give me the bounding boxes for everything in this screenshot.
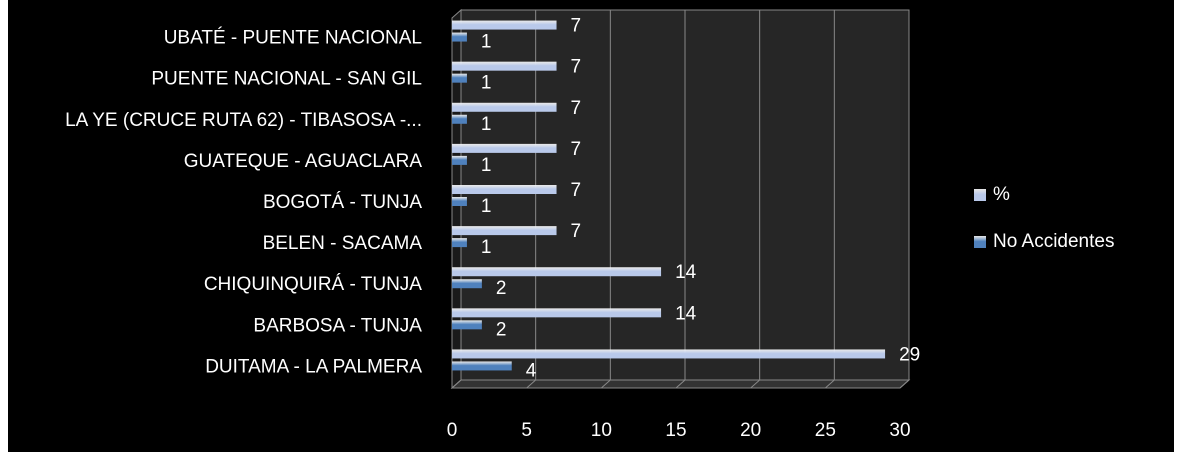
data-label: 7	[571, 139, 582, 160]
x-tick-label: 5	[521, 420, 532, 441]
data-label: 2	[496, 278, 507, 299]
x-tick-label: 25	[815, 420, 836, 441]
data-label: 7	[571, 16, 582, 37]
grid-line	[451, 10, 462, 389]
legend-marker	[974, 189, 986, 201]
y-tick-label: DUITAMA - LA PALMERA	[205, 356, 422, 377]
data-label: 7	[571, 98, 582, 119]
bar	[452, 114, 467, 124]
bar	[452, 279, 482, 289]
data-label: 14	[675, 303, 697, 324]
data-label: 29	[899, 344, 920, 365]
x-tick-label: 30	[889, 420, 910, 441]
bar	[452, 102, 557, 112]
data-label: 1	[481, 237, 492, 258]
data-label: 4	[526, 360, 537, 381]
x-tick-label: 20	[740, 420, 761, 441]
x-tick-label: 15	[665, 420, 686, 441]
legend-label: No Accidentes	[993, 231, 1114, 252]
grid-line	[675, 10, 686, 389]
bar	[452, 197, 467, 206]
legend-marker	[974, 236, 986, 248]
bar	[452, 320, 482, 330]
bar	[452, 185, 557, 194]
grid-line	[750, 10, 761, 389]
bar	[452, 143, 557, 153]
y-tick-label: LA YE (CRUCE RUTA 62) - TIBASOSA -...	[65, 110, 422, 131]
y-tick-label: UBATÉ - PUENTE NACIONAL	[164, 28, 422, 49]
legend-label: %	[993, 184, 1010, 205]
data-label: 2	[496, 319, 507, 340]
bar	[452, 308, 662, 318]
bar	[452, 361, 512, 371]
data-label: 1	[481, 196, 492, 217]
data-label: 14	[675, 262, 697, 283]
data-label: 7	[571, 180, 582, 201]
data-label: 7	[571, 57, 582, 78]
data-label: 1	[481, 155, 492, 176]
data-label: 7	[571, 221, 582, 242]
y-tick-label: BELEN - SACAMA	[263, 233, 423, 254]
y-tick-label: GUATEQUE - AGUACLARA	[184, 151, 423, 172]
x-tick-label: 10	[591, 420, 612, 441]
grid-line	[526, 10, 537, 389]
y-tick-label: CHIQUINQUIRÁ - TUNJA	[204, 274, 422, 295]
data-label: 1	[481, 73, 492, 94]
bar	[452, 73, 467, 83]
x-tick-label: 0	[447, 420, 458, 441]
grid-line	[899, 10, 910, 389]
bar	[452, 226, 557, 236]
bar	[452, 32, 467, 42]
grid-line	[825, 10, 835, 389]
y-tick-label: PUENTE NACIONAL - SAN GIL	[151, 69, 422, 90]
data-label: 1	[481, 114, 492, 135]
data-label: 1	[481, 32, 492, 53]
y-tick-label: BARBOSA - TUNJA	[253, 315, 422, 336]
grid-line	[601, 10, 611, 389]
y-tick-label: BOGOTÁ - TUNJA	[263, 192, 422, 213]
bar	[452, 20, 557, 30]
bar	[452, 267, 662, 277]
bar	[452, 155, 467, 165]
bar	[452, 238, 467, 248]
bar	[452, 349, 886, 359]
bar	[452, 61, 557, 71]
